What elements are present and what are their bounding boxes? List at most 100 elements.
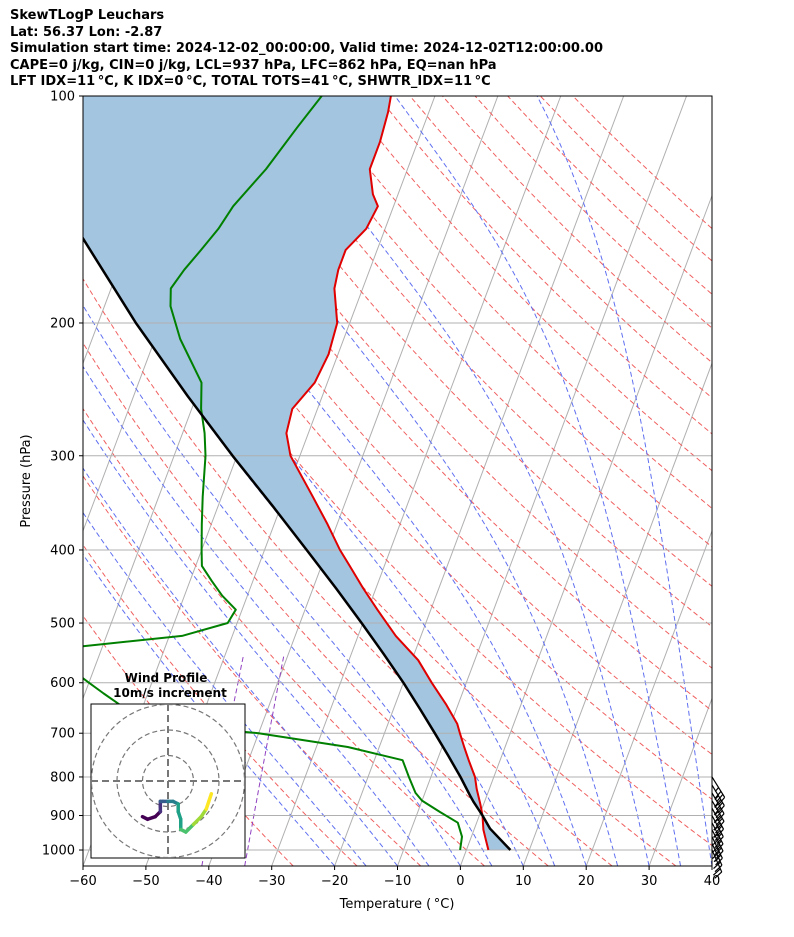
wind-barbs	[711, 111, 712, 770]
chart-title-block: SkewTLogP Leuchars Lat: 56.37 Lon: -2.87…	[10, 8, 790, 91]
x-axis-label: Temperature ( °C)	[339, 897, 455, 912]
wind-barb	[711, 623, 712, 645]
isotherm-line	[711, 864, 712, 866]
dry-adiabat-line	[83, 475, 422, 866]
isotherm-line	[459, 194, 712, 866]
dry-adiabat-line	[344, 96, 712, 472]
hodograph-segment	[191, 814, 203, 827]
wind-barb	[711, 306, 712, 308]
y-axis-label: Pressure (hPa)	[19, 434, 34, 527]
parcel-profile-line	[83, 236, 512, 851]
x-tick-label: 30	[641, 874, 658, 889]
moist-adiabat-line	[83, 511, 367, 866]
wind-barb	[711, 368, 712, 370]
y-axis: 1000 900 800 700 600 500 400 300 200 100	[42, 90, 83, 859]
dry-adiabat-line	[572, 96, 712, 230]
x-tick-label: 40	[704, 874, 721, 889]
wind-barb	[711, 682, 712, 684]
hodograph-subtitle: 10m/s increment	[113, 686, 227, 700]
wind-barb	[711, 249, 712, 251]
dry-adiabat-line	[83, 277, 613, 866]
cin-shaded-region	[83, 96, 511, 850]
y-tick-label: 600	[50, 676, 75, 691]
isotherm-line	[271, 96, 562, 866]
hodograph-ring	[91, 704, 245, 858]
moist-adiabat-line	[83, 365, 461, 866]
wind-barb	[711, 751, 712, 753]
dry-adiabat-line	[409, 96, 712, 399]
y-tick-label: 900	[50, 809, 75, 824]
wind-barb	[711, 217, 712, 219]
dry-adiabat-line	[83, 544, 358, 866]
wind-barb	[711, 708, 712, 711]
x-tick-label: 10	[515, 874, 532, 889]
moist-adiabat-line	[83, 233, 524, 866]
x-tick-label: −60	[69, 874, 96, 889]
wind-barb	[711, 588, 712, 590]
dry-adiabat-line	[83, 153, 712, 847]
wind-barb	[711, 733, 712, 735]
title-line-times: Simulation start time: 2024-12-02_00:00:…	[10, 41, 603, 56]
wind-barb	[711, 776, 726, 806]
wind-barbs-low	[711, 776, 726, 879]
temperature-line	[285, 96, 490, 851]
hodograph-title: Wind Profile	[125, 671, 208, 685]
moist-adiabat-line	[271, 96, 650, 866]
wind-barb	[711, 742, 712, 744]
y-tick-label: 100	[50, 90, 75, 105]
wind-barb	[711, 455, 712, 457]
title-line-station: SkewTLogP Leuchars	[10, 8, 165, 23]
y-tick-label: 200	[50, 316, 75, 331]
wind-barb	[711, 279, 712, 281]
y-tick-label: 400	[50, 543, 75, 558]
dry-adiabat-line	[377, 96, 712, 435]
isotherm-line	[585, 529, 712, 866]
y-tick-label: 300	[50, 449, 75, 464]
moist-adiabat-line	[83, 553, 335, 866]
dry-adiabat-line	[83, 407, 485, 866]
dry-adiabat-line	[246, 96, 712, 587]
x-tick-label: −50	[132, 874, 159, 889]
wind-barb	[711, 421, 712, 423]
wind-barb	[711, 549, 712, 552]
wind-barb	[711, 836, 723, 866]
wind-barb	[711, 181, 712, 183]
dry-adiabat-line	[474, 96, 712, 329]
wind-barb	[711, 849, 723, 879]
isotherm-line	[334, 96, 625, 866]
moist-adiabat-line	[83, 419, 430, 866]
title-line-cape: CAPE=0 j/kg, CIN=0 j/kg, LCL=937 hPa, LF…	[10, 57, 497, 73]
isotherm-line	[775, 96, 794, 866]
dewpoint-line	[83, 96, 463, 851]
isotherm-line	[648, 697, 712, 866]
moist-adiabat-line	[536, 96, 712, 866]
wind-barb	[711, 141, 712, 143]
profile-lines	[83, 96, 512, 851]
wind-barb	[711, 338, 712, 341]
isotherm-line	[522, 361, 712, 866]
title-line-indices: LFT IDX=11 °C, K IDX=0 °C, TOTAL TOTS=41…	[10, 74, 491, 89]
x-tick-label: −40	[195, 874, 222, 889]
hodograph-segment	[184, 822, 196, 834]
x-axis: −60 −50 −40 −30 −20 −10 0 10 20 30 40	[69, 866, 720, 889]
wind-barb	[711, 111, 712, 113]
y-tick-label: 500	[50, 617, 75, 632]
moist-adiabat-line	[83, 467, 398, 866]
dry-adiabat-line	[279, 96, 712, 548]
x-tick-label: −30	[258, 874, 285, 889]
wind-barb	[711, 792, 725, 822]
hodograph-inset: Wind Profile 10m/s increment	[90, 671, 246, 859]
moist-adiabat-line	[83, 304, 493, 866]
wind-barb	[711, 654, 712, 656]
y-tick-label: 800	[50, 770, 75, 785]
wind-barb	[711, 760, 712, 762]
mixing-ratio-line	[244, 654, 285, 866]
shaded-area	[83, 96, 511, 850]
x-tick-label: 20	[578, 874, 595, 889]
dry-adiabat-line	[507, 96, 712, 295]
y-tick-label: 700	[50, 727, 75, 742]
y-tick-label: 1000	[42, 844, 75, 859]
dry-adiabat-line	[148, 96, 712, 712]
dry-adiabat-line	[539, 96, 712, 262]
